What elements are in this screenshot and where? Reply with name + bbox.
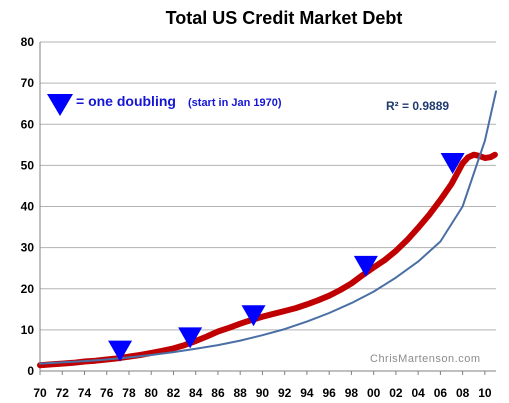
grid bbox=[40, 41, 496, 372]
legend-triangle-icon bbox=[47, 94, 73, 116]
x-tick-label: 98 bbox=[345, 386, 359, 400]
y-axis: 0 10 20 30 40 50 60 70 80 bbox=[21, 35, 41, 378]
x-tick-label: 76 bbox=[100, 386, 114, 400]
y-tick-label: 70 bbox=[21, 76, 35, 90]
x-tick-label: 88 bbox=[234, 386, 248, 400]
y-tick-label: 50 bbox=[21, 158, 35, 172]
series-layer bbox=[37, 90, 498, 369]
x-axis: 70 72 74 76 78 80 82 84 86 88 90 92 94 96 98 00 02 04 06 08… bbox=[33, 370, 496, 400]
credit-label: ChrisMartenson.com bbox=[370, 353, 480, 365]
x-tick-label: 74 bbox=[78, 386, 92, 400]
doubling-marker bbox=[178, 327, 203, 349]
legend-note: (start in Jan 1970) bbox=[188, 97, 282, 109]
x-tick-label: 08 bbox=[456, 386, 470, 400]
doubling-marker bbox=[108, 340, 133, 362]
y-tick-label: 40 bbox=[21, 200, 35, 214]
x-tick-label: 84 bbox=[189, 386, 203, 400]
x-tick-label: 96 bbox=[322, 386, 336, 400]
x-tick-label: 02 bbox=[389, 386, 403, 400]
x-tick-label: 92 bbox=[278, 386, 292, 400]
x-tick-label: 04 bbox=[411, 386, 425, 400]
legend: = one doubling (start in Jan 1970) bbox=[47, 93, 282, 116]
x-tick-label: 00 bbox=[367, 386, 381, 400]
x-tick-label: 82 bbox=[167, 386, 181, 400]
chart-title: Total US Credit Market Debt bbox=[166, 8, 403, 28]
x-tick-label: 80 bbox=[145, 386, 159, 400]
doubling-marker bbox=[353, 255, 378, 277]
x-tick-label: 86 bbox=[211, 386, 225, 400]
x-tick-label: 94 bbox=[300, 386, 314, 400]
y-tick-label: 30 bbox=[21, 241, 35, 255]
doubling-markers bbox=[108, 153, 465, 362]
x-tick-label: 78 bbox=[122, 386, 136, 400]
x-tick-label: 72 bbox=[56, 386, 70, 400]
y-tick-label: 20 bbox=[21, 282, 35, 296]
legend-text: = one doubling bbox=[76, 93, 176, 109]
x-tick-label: 90 bbox=[256, 386, 270, 400]
y-tick-label: 80 bbox=[21, 35, 35, 49]
doubling-marker bbox=[440, 153, 465, 175]
series-line-trend bbox=[39, 90, 497, 365]
x-tick-label: 06 bbox=[434, 386, 448, 400]
y-tick-label: 10 bbox=[21, 323, 35, 337]
y-tick-label: 60 bbox=[21, 117, 35, 131]
r-squared-label: R² = 0.9889 bbox=[386, 99, 449, 113]
y-tick-label: 0 bbox=[27, 364, 34, 378]
x-tick-label: 70 bbox=[33, 386, 47, 400]
x-tick-label: 10 bbox=[478, 386, 492, 400]
doubling-marker bbox=[241, 305, 266, 327]
